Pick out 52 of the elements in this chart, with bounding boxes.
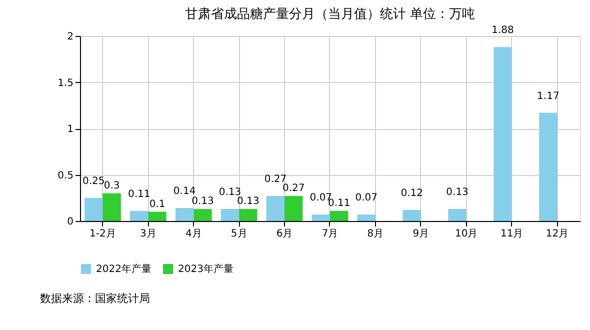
bar bbox=[220, 208, 240, 221]
bar bbox=[539, 112, 558, 221]
bar bbox=[448, 208, 466, 221]
x-tick-label: 8月 bbox=[367, 228, 384, 240]
bar bbox=[284, 196, 303, 221]
y-tick-label: 2 bbox=[67, 32, 74, 42]
data-label: 0.07 bbox=[355, 192, 378, 204]
data-label: 0.14 bbox=[173, 186, 196, 198]
bar bbox=[102, 193, 121, 221]
bar bbox=[494, 47, 512, 221]
data-label: 0.11 bbox=[128, 188, 150, 200]
source-note: 数据来源：国家统计局 bbox=[40, 292, 150, 305]
data-label: 0.13 bbox=[237, 196, 260, 207]
bar bbox=[84, 198, 103, 221]
data-label: 0.27 bbox=[282, 183, 305, 194]
legend-label: 2023年产量 bbox=[178, 263, 234, 275]
data-label: 1.88 bbox=[492, 25, 514, 36]
bar bbox=[402, 210, 421, 221]
bar bbox=[130, 210, 148, 221]
x-tick-label: 10月 bbox=[454, 228, 478, 240]
x-tick-label: 5月 bbox=[230, 228, 248, 240]
x-tick-label: 3月 bbox=[140, 228, 156, 240]
bar bbox=[239, 208, 258, 221]
bar bbox=[330, 210, 348, 221]
x-tick-label: 11月 bbox=[500, 228, 524, 240]
bar bbox=[194, 208, 212, 221]
y-tick-label: 0.5 bbox=[58, 170, 74, 182]
bar bbox=[266, 196, 285, 221]
data-label: 0.11 bbox=[328, 198, 350, 209]
x-tick-label: 7月 bbox=[322, 228, 338, 240]
y-tick-label: 0 bbox=[67, 216, 74, 228]
y-tick-label: 1 bbox=[67, 124, 74, 135]
x-tick-label: 4月 bbox=[185, 228, 202, 240]
chart-title: 甘肃省成品糖产量分月（当月值）统计 单位：万吨 bbox=[184, 7, 476, 22]
x-tick-label: 12月 bbox=[546, 228, 569, 240]
x-tick-label: 9月 bbox=[412, 228, 430, 240]
data-label: 0.25 bbox=[82, 176, 105, 187]
data-label: 1.17 bbox=[537, 90, 560, 102]
bar bbox=[148, 212, 166, 221]
data-label: 0.13 bbox=[218, 186, 242, 198]
bar bbox=[175, 208, 194, 221]
x-tick-label: 6月 bbox=[276, 228, 293, 240]
data-label: 0.1 bbox=[149, 198, 166, 210]
bar bbox=[312, 214, 330, 221]
legend-label: 2022年产量 bbox=[96, 263, 152, 275]
x-tick-label: 1-2月 bbox=[90, 228, 116, 240]
data-label: 0.13 bbox=[192, 196, 214, 207]
data-label: 0.3 bbox=[104, 180, 120, 192]
data-label: 0.13 bbox=[446, 186, 468, 198]
data-label: 0.12 bbox=[400, 188, 423, 199]
y-tick-label: 1.5 bbox=[58, 78, 74, 89]
bar bbox=[357, 214, 376, 221]
